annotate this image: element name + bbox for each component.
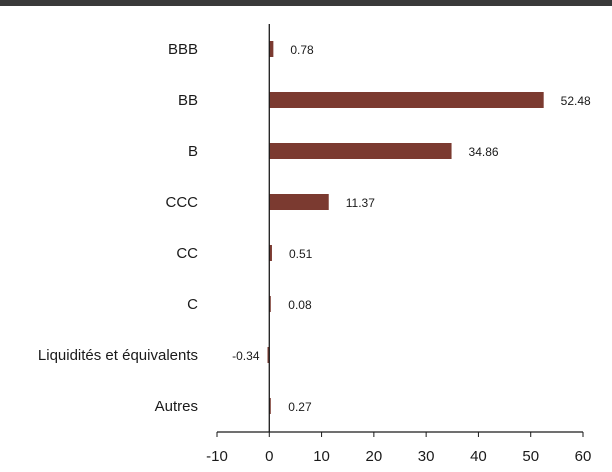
x-tick-label: 30 xyxy=(418,448,435,465)
top-rule xyxy=(0,0,612,6)
value-label: 0.78 xyxy=(290,43,314,57)
x-tick-label: 60 xyxy=(575,448,592,465)
x-tick-label: 50 xyxy=(522,448,539,465)
value-label: 0.08 xyxy=(288,298,312,312)
bar xyxy=(269,194,329,210)
category-label: B xyxy=(188,143,198,160)
value-label: 34.86 xyxy=(469,145,499,159)
x-tick-label: 0 xyxy=(265,448,273,465)
x-tick-label: 20 xyxy=(366,448,383,465)
bar xyxy=(267,347,270,363)
category-label: Autres xyxy=(155,398,198,415)
value-label: 0.51 xyxy=(289,247,313,261)
category-label: Liquidités et équivalents xyxy=(38,347,198,364)
bar xyxy=(269,41,274,57)
x-tick-label: 10 xyxy=(313,448,330,465)
bar xyxy=(269,398,271,414)
value-label: 0.27 xyxy=(288,400,312,414)
category-label: BB xyxy=(178,92,198,109)
category-label: CCC xyxy=(166,194,199,211)
bar xyxy=(269,143,452,159)
x-tick-label: -10 xyxy=(206,448,228,465)
bar xyxy=(269,245,272,261)
bar xyxy=(269,92,544,108)
category-label: CC xyxy=(176,245,198,262)
bar xyxy=(269,296,271,312)
value-label: 11.37 xyxy=(346,196,375,210)
category-label: BBB xyxy=(168,41,198,58)
x-tick-label: 40 xyxy=(470,448,487,465)
category-label: C xyxy=(187,296,198,313)
value-label: 52.48 xyxy=(561,94,591,108)
value-label: -0.34 xyxy=(232,349,260,363)
